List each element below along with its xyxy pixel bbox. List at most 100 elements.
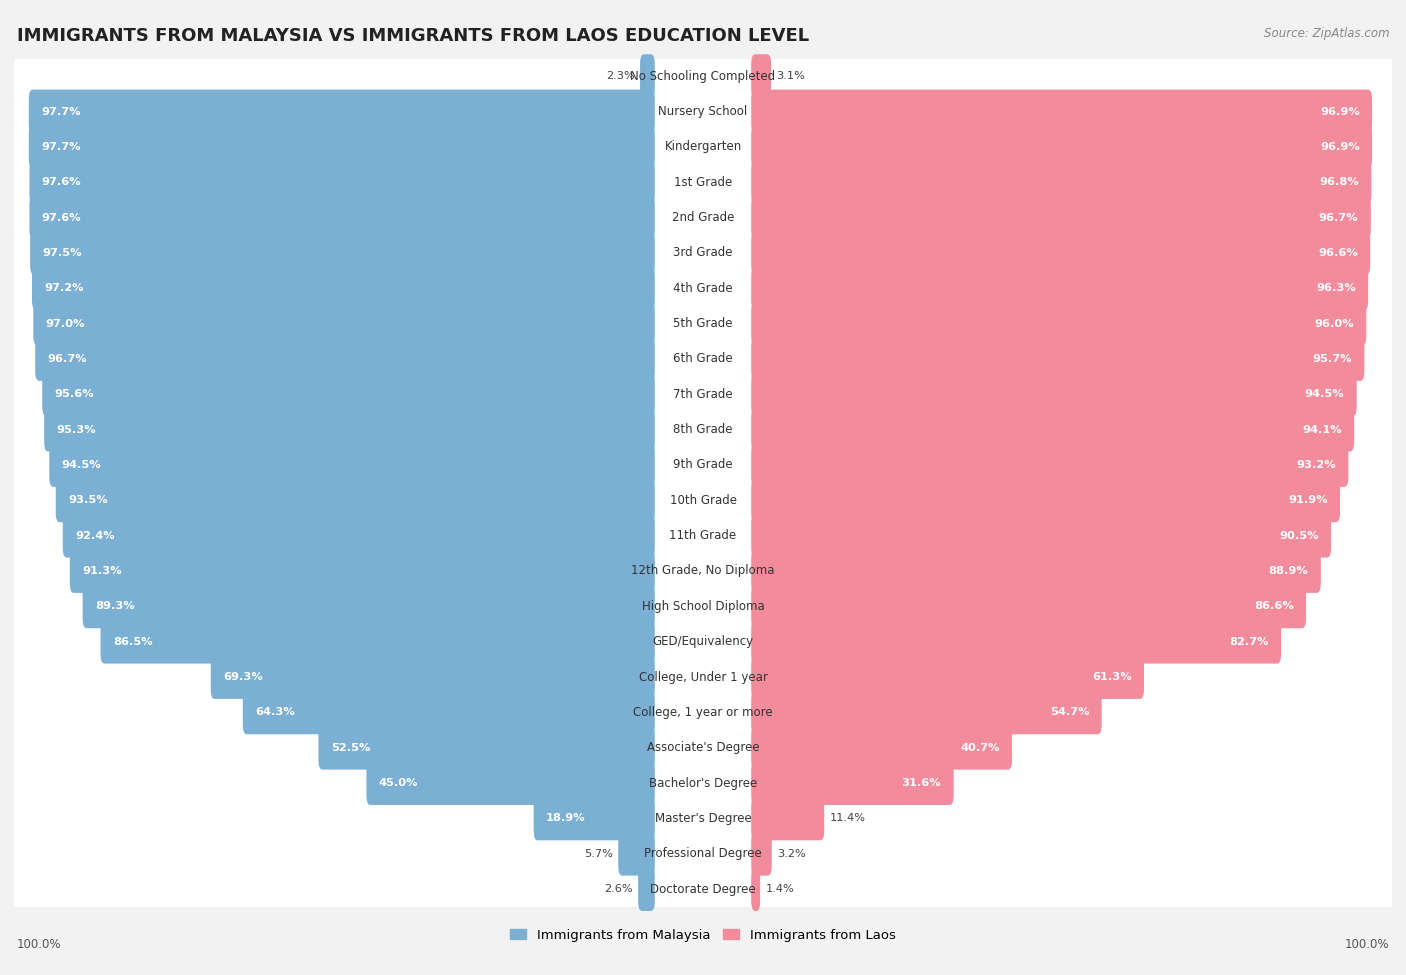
FancyBboxPatch shape: [14, 298, 1392, 349]
FancyBboxPatch shape: [751, 867, 761, 911]
Text: 100.0%: 100.0%: [17, 938, 62, 951]
FancyBboxPatch shape: [751, 160, 1371, 204]
FancyBboxPatch shape: [751, 55, 770, 98]
FancyBboxPatch shape: [751, 620, 1281, 664]
FancyBboxPatch shape: [56, 479, 655, 523]
FancyBboxPatch shape: [751, 266, 1368, 310]
FancyBboxPatch shape: [14, 829, 1392, 879]
FancyBboxPatch shape: [30, 231, 655, 275]
Text: 4th Grade: 4th Grade: [673, 282, 733, 294]
Text: IMMIGRANTS FROM MALAYSIA VS IMMIGRANTS FROM LAOS EDUCATION LEVEL: IMMIGRANTS FROM MALAYSIA VS IMMIGRANTS F…: [17, 27, 808, 45]
Legend: Immigrants from Malaysia, Immigrants from Laos: Immigrants from Malaysia, Immigrants fro…: [505, 923, 901, 947]
FancyBboxPatch shape: [751, 408, 1354, 451]
FancyBboxPatch shape: [42, 372, 655, 416]
FancyBboxPatch shape: [751, 832, 772, 876]
FancyBboxPatch shape: [751, 337, 1364, 381]
FancyBboxPatch shape: [14, 475, 1392, 526]
FancyBboxPatch shape: [751, 549, 1320, 593]
Text: 96.6%: 96.6%: [1317, 248, 1358, 258]
Text: 40.7%: 40.7%: [960, 743, 1000, 753]
Text: Source: ZipAtlas.com: Source: ZipAtlas.com: [1264, 27, 1389, 40]
Text: No Schooling Completed: No Schooling Completed: [630, 69, 776, 83]
Text: 95.7%: 95.7%: [1312, 354, 1353, 364]
FancyBboxPatch shape: [751, 231, 1371, 275]
FancyBboxPatch shape: [101, 620, 655, 664]
Text: 91.3%: 91.3%: [82, 566, 122, 576]
Text: GED/Equivalency: GED/Equivalency: [652, 635, 754, 648]
FancyBboxPatch shape: [14, 405, 1392, 455]
FancyBboxPatch shape: [14, 546, 1392, 597]
Text: 2.3%: 2.3%: [606, 71, 634, 81]
FancyBboxPatch shape: [28, 125, 655, 169]
Text: 97.0%: 97.0%: [45, 319, 86, 329]
Text: 82.7%: 82.7%: [1229, 637, 1268, 646]
Text: 97.6%: 97.6%: [42, 213, 82, 222]
FancyBboxPatch shape: [14, 440, 1392, 490]
FancyBboxPatch shape: [751, 655, 1144, 699]
FancyBboxPatch shape: [243, 690, 655, 734]
Text: Associate's Degree: Associate's Degree: [647, 741, 759, 755]
Text: 5th Grade: 5th Grade: [673, 317, 733, 331]
FancyBboxPatch shape: [35, 337, 655, 381]
FancyBboxPatch shape: [34, 301, 655, 345]
Text: 86.5%: 86.5%: [112, 637, 153, 646]
Text: 11th Grade: 11th Grade: [669, 529, 737, 542]
FancyBboxPatch shape: [14, 263, 1392, 314]
Text: 96.7%: 96.7%: [48, 354, 87, 364]
FancyBboxPatch shape: [14, 122, 1392, 173]
Text: 2nd Grade: 2nd Grade: [672, 211, 734, 224]
FancyBboxPatch shape: [318, 725, 655, 769]
Text: 88.9%: 88.9%: [1268, 566, 1309, 576]
FancyBboxPatch shape: [751, 761, 953, 805]
FancyBboxPatch shape: [14, 369, 1392, 419]
FancyBboxPatch shape: [14, 510, 1392, 561]
Text: 93.2%: 93.2%: [1296, 460, 1336, 470]
Text: 2.6%: 2.6%: [605, 884, 633, 894]
FancyBboxPatch shape: [14, 333, 1392, 384]
Text: Bachelor's Degree: Bachelor's Degree: [650, 776, 756, 790]
FancyBboxPatch shape: [28, 90, 655, 134]
Text: 64.3%: 64.3%: [256, 707, 295, 718]
Text: 95.3%: 95.3%: [56, 424, 96, 435]
FancyBboxPatch shape: [751, 443, 1348, 487]
FancyBboxPatch shape: [83, 584, 655, 628]
Text: 61.3%: 61.3%: [1092, 672, 1132, 682]
Text: Doctorate Degree: Doctorate Degree: [650, 882, 756, 896]
FancyBboxPatch shape: [751, 690, 1102, 734]
FancyBboxPatch shape: [534, 797, 655, 840]
Text: 12th Grade, No Diploma: 12th Grade, No Diploma: [631, 565, 775, 577]
Text: 18.9%: 18.9%: [546, 813, 586, 824]
Text: 97.7%: 97.7%: [41, 106, 80, 117]
Text: College, 1 year or more: College, 1 year or more: [633, 706, 773, 719]
Text: 86.6%: 86.6%: [1254, 602, 1294, 611]
FancyBboxPatch shape: [14, 157, 1392, 208]
Text: 1.4%: 1.4%: [766, 884, 794, 894]
FancyBboxPatch shape: [751, 196, 1371, 240]
FancyBboxPatch shape: [638, 867, 655, 911]
FancyBboxPatch shape: [751, 797, 824, 840]
FancyBboxPatch shape: [751, 90, 1372, 134]
Text: 93.5%: 93.5%: [67, 495, 108, 505]
Text: 97.7%: 97.7%: [41, 141, 80, 152]
FancyBboxPatch shape: [14, 864, 1392, 915]
Text: 89.3%: 89.3%: [96, 602, 135, 611]
Text: 94.1%: 94.1%: [1302, 424, 1341, 435]
Text: 96.3%: 96.3%: [1316, 283, 1355, 293]
Text: 92.4%: 92.4%: [75, 530, 115, 541]
Text: 5.7%: 5.7%: [583, 848, 613, 859]
FancyBboxPatch shape: [211, 655, 655, 699]
Text: 96.7%: 96.7%: [1319, 213, 1358, 222]
FancyBboxPatch shape: [14, 616, 1392, 667]
FancyBboxPatch shape: [14, 758, 1392, 808]
FancyBboxPatch shape: [70, 549, 655, 593]
Text: High School Diploma: High School Diploma: [641, 600, 765, 613]
Text: 3.1%: 3.1%: [776, 71, 806, 81]
FancyBboxPatch shape: [30, 196, 655, 240]
FancyBboxPatch shape: [14, 793, 1392, 843]
Text: 100.0%: 100.0%: [1344, 938, 1389, 951]
Text: 97.2%: 97.2%: [45, 283, 84, 293]
Text: 96.9%: 96.9%: [1320, 106, 1360, 117]
FancyBboxPatch shape: [14, 86, 1392, 136]
FancyBboxPatch shape: [14, 687, 1392, 738]
FancyBboxPatch shape: [751, 584, 1306, 628]
